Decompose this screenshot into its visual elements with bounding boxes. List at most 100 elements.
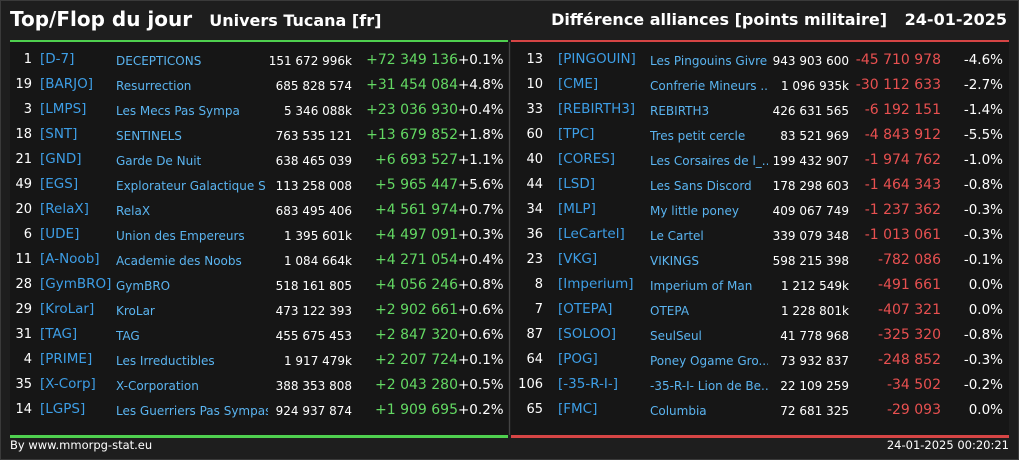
alliance-name[interactable]: RelaX: [116, 204, 151, 218]
rank: 60: [526, 127, 543, 142]
flop-row: 64 [POG] Poney Ogame Gro... 73 932 837 -248 …: [511, 349, 1009, 374]
universe-label: Univers Tucana [fr]: [209, 11, 382, 30]
alliance-name[interactable]: SeulSeul: [650, 329, 702, 343]
points-diff: -248 852: [878, 352, 941, 368]
alliance-name[interactable]: Resurrection: [116, 79, 192, 93]
percent-change: +0.8%: [458, 277, 504, 293]
alliance-tag[interactable]: [LeCartel]: [558, 226, 625, 242]
alliance-tag[interactable]: [PINGOUIN]: [558, 51, 636, 67]
top-row: 14 [LGPS] Les Guerriers Pas Sympas 924 937 …: [10, 399, 508, 424]
top-row: 21 [GND] Garde De Nuit 638 465 039 +6 693 52…: [10, 149, 508, 174]
rank: 7: [534, 302, 543, 317]
alliance-tag[interactable]: [SOLOO]: [558, 326, 617, 342]
alliance-name[interactable]: Les Mecs Pas Sympa: [116, 104, 240, 118]
alliance-name[interactable]: DECEPTICONS: [116, 54, 202, 68]
points-diff: -1 013 061: [864, 227, 941, 243]
alliance-name[interactable]: Le Cartel: [650, 229, 704, 243]
alliance-name[interactable]: My little poney: [650, 204, 739, 218]
alliance-tag[interactable]: [CME]: [558, 76, 599, 92]
flop-row: 13 [PINGOUIN] Les Pingouins Givre... 943 90…: [511, 49, 1009, 74]
alliance-name[interactable]: Tres petit cercle: [650, 129, 746, 143]
alliance-tag[interactable]: [TPC]: [558, 126, 595, 142]
alliance-tag[interactable]: [Imperium]: [558, 276, 634, 292]
alliance-name[interactable]: Garde De Nuit: [116, 154, 202, 168]
rank: 11: [15, 252, 32, 267]
alliance-tag[interactable]: [RelaX]: [40, 201, 89, 217]
alliance-name[interactable]: Explorateur Galactique S: [116, 179, 266, 193]
rank: 40: [526, 152, 543, 167]
percent-change: 0.0%: [968, 302, 1003, 318]
alliance-tag[interactable]: [GymBRO]: [40, 276, 112, 292]
ranking-subtitle: Différence alliances [points militaire]: [551, 10, 888, 29]
alliance-name[interactable]: VIKINGS: [650, 254, 700, 268]
alliance-tag[interactable]: [EGS]: [40, 176, 79, 192]
alliance-tag[interactable]: [X-Corp]: [40, 376, 96, 392]
header-right: Différence alliances [points militaire] …: [551, 10, 1007, 29]
points-total: 72 681 325: [780, 404, 849, 418]
percent-change: +0.1%: [458, 52, 504, 68]
rank: 49: [15, 177, 32, 192]
alliance-tag[interactable]: [-35-R-I-]: [558, 376, 619, 392]
flop-row: 10 [CME] Confrerie Mineurs ... 1 096 935k -3…: [511, 74, 1009, 99]
alliance-tag[interactable]: [PRIME]: [40, 351, 93, 367]
alliance-name[interactable]: SENTINELS: [116, 129, 182, 143]
footer-credit[interactable]: By www.mmorpg-stat.eu: [10, 438, 153, 452]
alliance-tag[interactable]: [D-7]: [40, 51, 75, 67]
alliance-name[interactable]: Confrerie Mineurs ...: [650, 79, 768, 93]
points-diff: -4 843 912: [864, 127, 941, 143]
alliance-name[interactable]: Les Sans Discord: [650, 179, 752, 193]
alliance-name[interactable]: TAG: [116, 329, 140, 343]
alliance-tag[interactable]: [A-Noob]: [40, 251, 100, 267]
alliance-name[interactable]: KroLar: [116, 304, 155, 318]
alliance-name[interactable]: -35-R-I- Lion de Be...: [650, 379, 768, 393]
alliance-tag[interactable]: [OTEPA]: [558, 301, 613, 317]
rank: 8: [534, 277, 543, 292]
alliance-tag[interactable]: [REBIRTH3]: [558, 101, 636, 117]
alliance-tag[interactable]: [FMC]: [558, 401, 598, 417]
alliance-tag[interactable]: [TAG]: [40, 326, 78, 342]
alliance-tag[interactable]: [LMPS]: [40, 101, 87, 117]
alliance-name[interactable]: Les Irreductibles: [116, 354, 215, 368]
points-total: 924 937 874: [275, 404, 352, 418]
alliance-tag[interactable]: [SNT]: [40, 126, 78, 142]
percent-change: -5.5%: [963, 127, 1003, 143]
top-row: 29 [KroLar] KroLar 473 122 393 +2 902 661 +0.…: [10, 299, 508, 324]
points-total: 5 346 088k: [283, 104, 352, 118]
alliance-tag[interactable]: [GND]: [40, 151, 82, 167]
alliance-name[interactable]: Columbia: [650, 404, 707, 418]
points-diff: -1 237 362: [864, 202, 941, 218]
alliance-tag[interactable]: [CORES]: [558, 151, 616, 167]
top-row: 28 [GymBRO] GymBRO 518 161 805 +4 056 246 +0.…: [10, 274, 508, 299]
alliance-tag[interactable]: [LSD]: [558, 176, 596, 192]
alliance-name[interactable]: Poney Ogame Gro...: [650, 354, 768, 368]
percent-change: -2.7%: [963, 77, 1003, 93]
points-diff: -1 464 343: [864, 177, 941, 193]
percent-change: -0.8%: [963, 327, 1003, 343]
alliance-tag[interactable]: [MLP]: [558, 201, 596, 217]
alliance-name[interactable]: OTEPA: [650, 304, 690, 318]
alliance-tag[interactable]: [LGPS]: [40, 401, 86, 417]
alliance-name[interactable]: GymBRO: [116, 279, 171, 293]
alliance-tag[interactable]: [POG]: [558, 351, 598, 367]
alliance-name[interactable]: Imperium of Man: [650, 279, 753, 293]
points-total: 473 122 393: [275, 304, 352, 318]
alliance-name[interactable]: Les Pingouins Givre...: [650, 54, 768, 68]
alliance-name[interactable]: REBIRTH3: [650, 104, 710, 118]
alliance-name[interactable]: Academie des Noobs: [116, 254, 242, 268]
rank: 44: [526, 177, 543, 192]
alliance-tag[interactable]: [UDE]: [40, 226, 80, 242]
points-diff: +4 271 054: [375, 252, 458, 268]
percent-change: +0.6%: [458, 302, 504, 318]
alliance-tag[interactable]: [VKG]: [558, 251, 598, 267]
alliance-tag[interactable]: [KroLar]: [40, 301, 95, 317]
alliance-name[interactable]: X-Corporation: [116, 379, 199, 393]
top-panel: 1 [D-7] DECEPTICONS 151 672 996k +72 349 136…: [10, 40, 510, 438]
alliance-name[interactable]: Les Corsaires de l_...: [650, 154, 768, 168]
percent-change: -0.1%: [963, 252, 1003, 268]
alliance-tag[interactable]: [BARJO]: [40, 76, 94, 92]
points-diff: +2 043 280: [375, 377, 458, 393]
alliance-name[interactable]: Les Guerriers Pas Sympas: [116, 404, 268, 418]
flop-panel: 13 [PINGOUIN] Les Pingouins Givre... 943 90…: [511, 40, 1009, 438]
alliance-name[interactable]: Union des Empereurs: [116, 229, 245, 243]
